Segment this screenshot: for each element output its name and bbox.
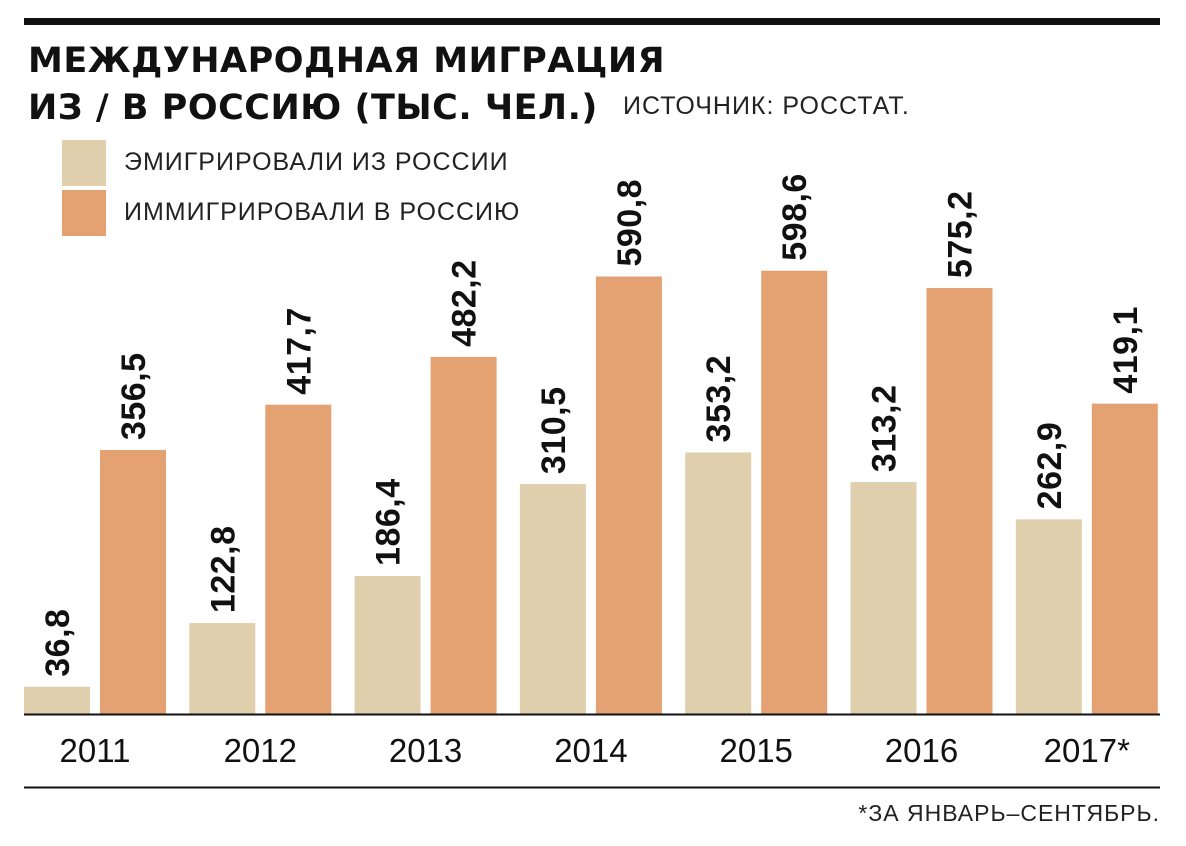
bar-immigrated: [595, 276, 662, 714]
bar-immigrated: [1091, 403, 1158, 714]
bar-value-label-immigrated: 419,1: [1107, 306, 1145, 394]
bar-immigrated: [265, 404, 332, 714]
bar-value-label-immigrated: 482,2: [446, 259, 484, 347]
x-tick-label: 2017*: [1044, 732, 1130, 769]
bar-value-label-emigrated: 122,8: [204, 525, 242, 613]
bar-emigrated: [519, 484, 586, 714]
bar-group: 36,8 356,5 2011: [24, 352, 166, 769]
bar-group: 313,2 575,2 2016: [850, 190, 993, 769]
bar-value-label-emigrated: 353,2: [700, 355, 738, 443]
bar-value-label-immigrated: 356,5: [115, 352, 153, 440]
bar-value-label-emigrated: 36,8: [39, 609, 77, 677]
bar-value-label-emigrated: 310,5: [535, 386, 573, 474]
x-tick-label: 2011: [60, 732, 131, 769]
bar-value-label-immigrated: 590,8: [611, 179, 649, 267]
bar-value-label-emigrated: 262,9: [1031, 422, 1069, 510]
chart-title-line-2: ИЗ / В РОССИЮ (ТЫС. ЧЕЛ.): [28, 88, 598, 128]
legend-swatch-emigrated: [62, 140, 106, 186]
bar-emigrated: [1015, 519, 1082, 714]
bar-group: 186,4 482,2 2013: [354, 259, 497, 769]
x-tick-label: 2013: [389, 732, 462, 769]
footnote: *ЗА ЯНВАРЬ–СЕНТЯБРЬ.: [858, 800, 1160, 826]
bar-immigrated: [430, 356, 497, 714]
bar-value-label-immigrated: 417,7: [280, 307, 318, 395]
x-tick-label: 2016: [885, 732, 958, 769]
bar-emigrated: [685, 452, 752, 714]
bar-emigrated: [354, 575, 421, 714]
bar-value-label-immigrated: 575,2: [942, 190, 980, 278]
bar-emigrated: [189, 623, 256, 714]
bar-emigrated: [850, 482, 917, 714]
x-tick-label: 2015: [719, 732, 792, 769]
bar-group: 122,8 417,7 2012: [189, 307, 332, 769]
chart-title: МЕЖДУНАРОДНАЯ МИГРАЦИЯ ИЗ / В РОССИЮ (ТЫ…: [28, 38, 665, 132]
bar-value-label-immigrated: 598,6: [776, 173, 814, 261]
legend-swatch-immigrated: [62, 190, 106, 236]
bar-value-label-emigrated: 313,2: [866, 384, 904, 472]
bar-value-label-emigrated: 186,4: [370, 478, 408, 566]
legend-label-immigrated: ИММИГРИРОВАЛИ В РОССИЮ: [124, 198, 521, 226]
bar-immigrated: [761, 270, 828, 714]
bar-emigrated: [24, 686, 90, 714]
x-tick-label: 2014: [554, 732, 627, 769]
bar-group: 310,5 590,8 2014: [519, 179, 662, 769]
x-tick-label: 2012: [224, 732, 297, 769]
source-note: ИСТОЧНИК: РОССТАТ.: [623, 92, 910, 120]
bar-group: 353,2 598,6 2015: [685, 173, 828, 769]
bar-immigrated: [100, 450, 166, 714]
bar-immigrated: [926, 288, 993, 714]
bar-group: 262,9 419,1 2017*: [1015, 306, 1158, 769]
legend-label-emigrated: ЭМИГРИРОВАЛИ ИЗ РОССИИ: [124, 148, 509, 176]
chart-title-line-1: МЕЖДУНАРОДНАЯ МИГРАЦИЯ: [28, 41, 666, 81]
top-rule: [24, 18, 1160, 25]
